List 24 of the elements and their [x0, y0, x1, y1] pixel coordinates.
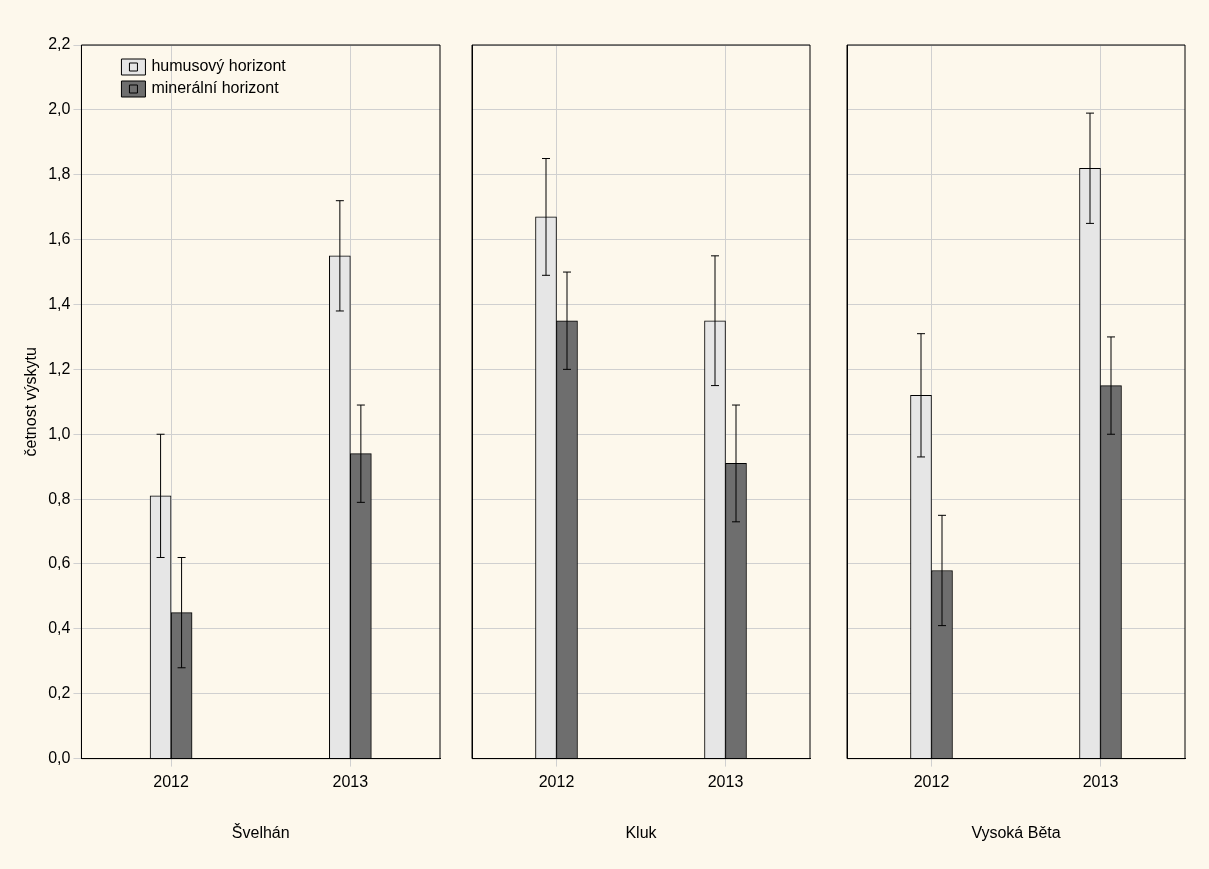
x-axis-title: Švelhán — [231, 822, 290, 841]
x-axis-title: Kluk — [625, 823, 658, 841]
y-tick-label: 0,2 — [48, 684, 71, 702]
y-tick-label: 1,0 — [48, 424, 71, 442]
legend-label: humusový horizont — [151, 57, 287, 75]
y-tick-label: 0,4 — [48, 619, 71, 637]
x-axis-title: Vysoká Běta — [971, 823, 1061, 841]
x-tick-label: 2012 — [538, 772, 575, 790]
x-tick-label: 2013 — [332, 772, 369, 790]
y-tick-label: 1,2 — [48, 359, 71, 377]
x-tick-label: 2012 — [913, 772, 950, 790]
x-tick-label: 2013 — [1082, 772, 1119, 790]
y-axis-title: četnost výskytu — [22, 347, 40, 457]
y-tick-label: 2,0 — [48, 100, 71, 118]
x-tick-label: 2012 — [153, 772, 189, 790]
y-tick-label: 1,8 — [48, 165, 71, 183]
y-tick-label: 0,8 — [48, 489, 71, 507]
y-tick-label: 0,6 — [48, 554, 71, 572]
x-tick-label: 2013 — [707, 772, 744, 790]
legend-label: minerální horizont — [151, 79, 280, 97]
y-tick-label: 2,2 — [48, 35, 71, 53]
y-tick-label: 1,4 — [48, 294, 71, 312]
y-tick-label: 0,0 — [48, 749, 71, 767]
y-tick-label: 1,6 — [48, 230, 71, 248]
